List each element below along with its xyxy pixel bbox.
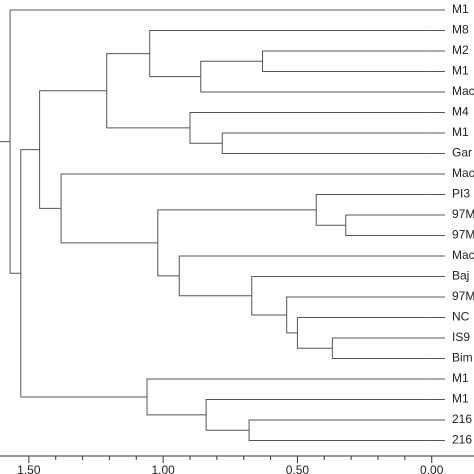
leaf-label: 97M [452, 228, 474, 242]
x-tick-label: 0.50 [286, 463, 310, 474]
leaf-label: 97M [452, 207, 474, 221]
leaf-label: M4 [452, 105, 469, 119]
leaf-label: M1 [452, 2, 469, 16]
leaf-label: Mac [452, 84, 474, 98]
leaf-label: Bim [452, 351, 473, 365]
branch [178, 255, 432, 297]
branch [221, 132, 432, 154]
branch [296, 317, 432, 349]
leaf-label: 216 [452, 433, 472, 447]
branch [146, 378, 432, 416]
branch [345, 214, 432, 236]
leaf-label: PI3 [452, 187, 470, 201]
leaf-label: M1 [452, 64, 469, 78]
leaf-label: 97M [452, 289, 474, 303]
branch [315, 194, 432, 226]
branch [106, 53, 190, 129]
branch [248, 419, 432, 441]
leaf-label: NC [452, 310, 470, 324]
branch [286, 296, 432, 334]
x-tick-label: 0.00 [420, 463, 444, 474]
branch [200, 60, 432, 93]
leaf-label: Baj [452, 269, 469, 283]
branch [9, 9, 432, 274]
leaf-label: Mac [452, 166, 474, 180]
leaf-label: M1 [452, 125, 469, 139]
branch [39, 90, 107, 209]
leaf-label: M1 [452, 392, 469, 406]
branch [251, 276, 432, 316]
branch [331, 337, 432, 359]
leaf-label: Gar [452, 146, 472, 160]
leaf-label: 216 [452, 412, 472, 426]
leaf-label: IS9 [452, 330, 470, 344]
branch [262, 50, 432, 72]
branch [149, 30, 432, 78]
branch [60, 173, 432, 244]
x-tick-label: 1.50 [17, 463, 41, 474]
branch [189, 112, 432, 144]
x-tick-label: 1.00 [151, 463, 175, 474]
leaf-label: Mac [452, 248, 474, 262]
leaf-label: M2 [452, 43, 469, 57]
leaf-label: M1 [452, 371, 469, 385]
leaf-label: M8 [452, 23, 469, 37]
branch [157, 209, 317, 277]
branch [205, 399, 432, 431]
